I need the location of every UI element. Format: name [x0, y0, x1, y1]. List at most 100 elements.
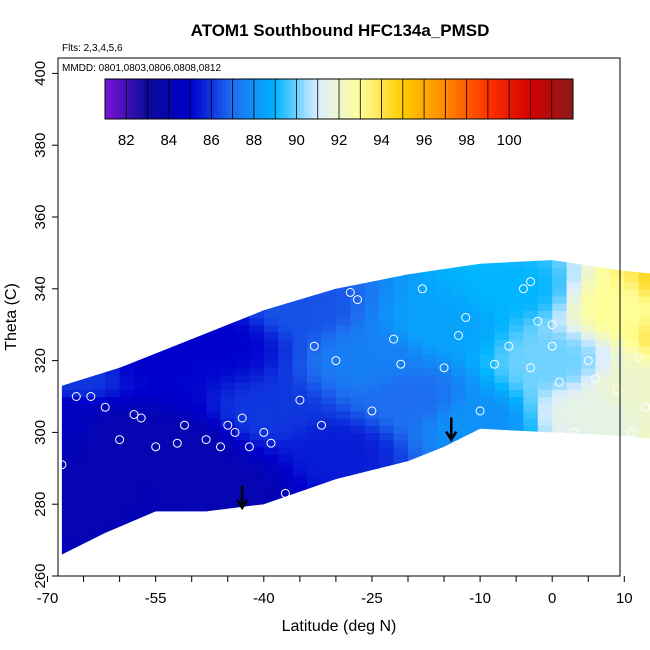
heat-cell: [90, 396, 106, 405]
heat-cell: [292, 410, 308, 419]
heat-cell: [134, 331, 150, 340]
heat-cell: [90, 288, 106, 297]
colorbar-segment: [186, 79, 192, 119]
heat-cell: [134, 547, 150, 555]
heat-cell: [465, 482, 481, 491]
colorbar-segment: [471, 79, 476, 119]
heat-cell: [422, 317, 438, 326]
heat-cell: [278, 339, 294, 347]
heat-cell: [278, 518, 294, 527]
colorbar-segment: [136, 79, 141, 119]
heat-cell: [278, 303, 294, 311]
heat-cell: [364, 353, 380, 362]
heat-cell: [162, 260, 178, 268]
heat-cell: [595, 468, 611, 477]
heat-cell: [508, 324, 524, 333]
heat-cell: [638, 346, 650, 355]
heat-cell: [292, 295, 308, 304]
heat-cell: [508, 518, 524, 527]
heat-cell: [581, 346, 597, 355]
heat-cell: [350, 360, 366, 369]
heat-cell: [321, 518, 337, 527]
heat-cell: [148, 374, 164, 383]
heat-cell: [609, 461, 625, 469]
heat-cell: [494, 339, 510, 347]
heat-cell: [234, 403, 250, 412]
heat-cell: [379, 525, 395, 534]
heat-cell: [148, 432, 164, 441]
heat-cell: [220, 317, 236, 326]
heat-cell: [278, 540, 294, 548]
heat-cell: [263, 360, 279, 369]
heat-cell: [480, 525, 496, 534]
heat-cell: [581, 511, 597, 520]
colorbar-segment: [518, 79, 523, 119]
heat-cell: [162, 518, 178, 527]
heat-cell: [494, 511, 510, 520]
heat-cell: [148, 382, 164, 390]
heat-cell: [350, 540, 366, 548]
heat-cell: [90, 489, 106, 498]
heat-cell: [206, 288, 222, 297]
heat-cell: [408, 432, 424, 441]
heat-cell: [234, 468, 250, 477]
heat-cell: [76, 303, 92, 311]
heat-cell: [335, 346, 351, 355]
heat-cell: [206, 260, 222, 261]
heat-cell: [105, 374, 121, 383]
colorbar-segment: [147, 79, 153, 119]
heat-cell: [278, 439, 294, 448]
observation-point: [627, 427, 636, 437]
heat-cell: [364, 489, 380, 498]
heat-cell: [494, 274, 510, 283]
heat-cell: [234, 374, 250, 383]
heat-cell: [105, 260, 121, 268]
heat-cell: [393, 260, 409, 268]
heat-cell: [609, 295, 625, 304]
heat-cell: [105, 453, 121, 462]
heat-cell: [638, 547, 650, 555]
heat-cell: [364, 288, 380, 297]
heat-cell: [307, 374, 323, 383]
heat-cell: [436, 267, 452, 276]
heat-cell: [120, 246, 135, 254]
heat-cell: [393, 525, 409, 534]
heat-cell: [335, 475, 351, 484]
heat-cell: [278, 489, 294, 498]
heat-cell: [61, 403, 77, 412]
heat-cell: [234, 518, 250, 527]
heat-cell: [436, 295, 452, 304]
heat-cell: [609, 540, 625, 548]
heat-cell: [191, 367, 207, 376]
heat-cell: [350, 317, 366, 326]
heat-cell: [436, 439, 452, 448]
heat-cell: [624, 403, 640, 412]
heat-cell: [206, 497, 222, 505]
heat-cell: [61, 532, 63, 541]
heat-cell: [508, 475, 524, 484]
heat-cell: [480, 504, 496, 512]
colorbar-segment: [214, 79, 219, 119]
heat-cell: [307, 504, 323, 512]
heat-cell: [523, 331, 539, 340]
heat-cell: [609, 267, 625, 276]
heat-cell: [451, 511, 467, 520]
colorbar-segment: [300, 79, 305, 119]
observation-point: [417, 284, 427, 294]
heat-cell: [494, 554, 510, 555]
heat-cell: [278, 511, 294, 520]
heat-cell: [364, 403, 380, 412]
heat-cell: [422, 511, 438, 520]
heat-cell: [595, 288, 611, 297]
heat-cell: [177, 295, 193, 304]
heat-cell: [263, 547, 279, 555]
heat-cell: [422, 281, 438, 290]
heat-cell: [119, 331, 135, 340]
colorbar-segment: [144, 79, 149, 119]
heat-cell: [408, 339, 424, 347]
heat-cell: [610, 246, 625, 254]
heat-cell: [364, 303, 380, 311]
heat-cell: [350, 497, 366, 505]
heat-cell: [436, 396, 452, 405]
heat-cell: [119, 403, 135, 412]
